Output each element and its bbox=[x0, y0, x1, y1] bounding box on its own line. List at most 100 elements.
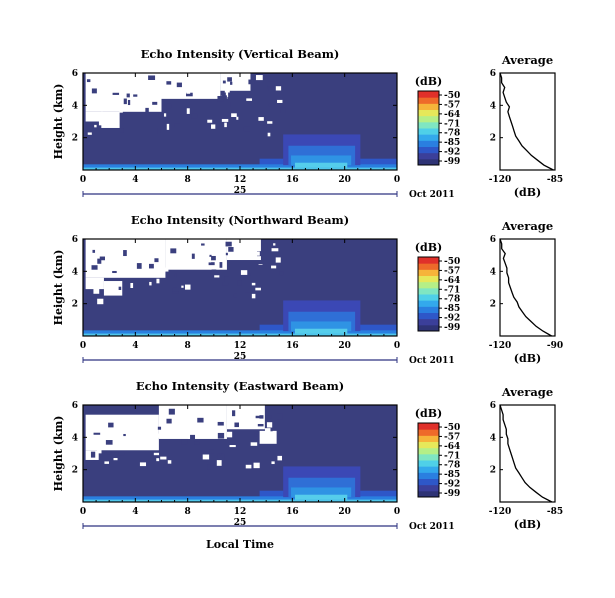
heatmap-speckle bbox=[181, 74, 184, 79]
heatmap-speckle bbox=[174, 123, 180, 128]
heatmap-speckle bbox=[251, 293, 256, 299]
colorbar-swatch bbox=[418, 91, 439, 98]
heatmap-speckle bbox=[166, 103, 172, 109]
heatmap-speckle bbox=[92, 460, 96, 463]
heatmap-speckle bbox=[168, 408, 175, 415]
y-tick-label: 4 bbox=[72, 101, 78, 111]
colorbar-frame bbox=[417, 256, 440, 332]
profile-frame bbox=[499, 238, 556, 337]
heatmap-speckle bbox=[255, 415, 261, 419]
missing-data-region bbox=[85, 277, 104, 290]
x-tick-label: 0 bbox=[80, 175, 86, 185]
colorbar-swatch bbox=[418, 287, 439, 295]
colorbar-swatch bbox=[418, 484, 439, 492]
colorbar-swatch bbox=[418, 128, 439, 135]
x-tick-label: 16 bbox=[286, 175, 299, 185]
heatmap-speckle bbox=[218, 407, 222, 410]
heatmap-speckle bbox=[191, 253, 195, 259]
heatmap-speckle bbox=[160, 456, 167, 460]
colorbar-swatch bbox=[418, 490, 439, 498]
heatmap-speckle bbox=[225, 252, 228, 256]
colorbar-swatch bbox=[418, 466, 439, 473]
heatmap-speckle bbox=[187, 436, 192, 439]
heatmap-speckle bbox=[227, 77, 232, 82]
heatmap-speckle bbox=[231, 113, 237, 118]
colorbar-swatch bbox=[418, 158, 439, 166]
heatmap-speckle bbox=[174, 421, 180, 425]
heatmap-speckle bbox=[163, 464, 168, 468]
heatmap-speckle bbox=[152, 101, 158, 105]
y-tick-label: 2 bbox=[72, 466, 78, 476]
heatmap-speckle bbox=[277, 455, 283, 461]
heatmap-speckle bbox=[97, 298, 104, 305]
heatmap-speckle bbox=[92, 271, 98, 275]
colorbar-swatch bbox=[418, 121, 439, 129]
heatmap-speckle bbox=[245, 464, 252, 469]
heatmap-speckle bbox=[255, 287, 261, 291]
heatmap-speckle bbox=[251, 282, 256, 286]
colorbar-label: (dB) bbox=[415, 75, 442, 88]
heatmap-speckle bbox=[143, 240, 147, 244]
heatmap-speckle bbox=[87, 132, 92, 135]
heatmap-speckle bbox=[115, 442, 121, 446]
colorbar-swatch bbox=[418, 441, 439, 449]
heatmap-speckle bbox=[244, 292, 252, 297]
heatmap-speckle bbox=[254, 433, 257, 437]
heatmap-speckle bbox=[172, 287, 178, 292]
colorbar-swatch bbox=[418, 478, 439, 486]
heatmap-speckle bbox=[151, 453, 154, 456]
chart-panel-1: Echo Intensity (Vertical Beam) 0 4 8 12 16 20 0… bbox=[52, 47, 563, 200]
heatmap-speckle bbox=[170, 248, 177, 254]
heatmap-speckle bbox=[211, 124, 216, 129]
heatmap-speckle bbox=[126, 93, 130, 98]
heatmap-speckle bbox=[112, 92, 120, 95]
heatmap-speckle bbox=[145, 101, 149, 107]
heatmap-speckle bbox=[167, 460, 172, 464]
heatmap-speckle bbox=[187, 263, 194, 268]
heatmap-speckle bbox=[154, 258, 159, 263]
heatmap-speckle bbox=[221, 118, 229, 122]
heatmap-speckle bbox=[234, 422, 239, 428]
colorbar-tick-label: -64 bbox=[444, 276, 460, 286]
heatmap-speckle bbox=[118, 286, 122, 291]
colorbar-swatch bbox=[418, 263, 439, 270]
heatmap-speckle bbox=[104, 461, 110, 464]
profile-x-tick-label: -85 bbox=[547, 175, 563, 185]
heatmap-speckle bbox=[276, 413, 283, 420]
heatmap-speckle bbox=[88, 97, 96, 101]
heatmap-speckle bbox=[186, 92, 193, 97]
chart-panel-3: Echo Intensity (Eastward Beam) 0 4 8 12 16 20 0… bbox=[52, 379, 563, 532]
heatmap-speckle bbox=[257, 251, 264, 257]
profile-line bbox=[499, 404, 553, 503]
heatmap-speckle bbox=[226, 101, 231, 108]
heatmap-speckle bbox=[89, 241, 93, 246]
heatmap-speckle bbox=[97, 420, 102, 426]
heatmap-speckle bbox=[156, 278, 160, 284]
heatmap-speckle bbox=[191, 113, 198, 119]
colorbar-label: (dB) bbox=[415, 241, 442, 254]
heatmap-speckle bbox=[208, 262, 215, 266]
profile-y-tick-label: 4 bbox=[490, 101, 496, 111]
colorbar-tick-label: -92 bbox=[444, 148, 460, 158]
heatmap-speckle bbox=[157, 433, 160, 438]
heatmap-speckle bbox=[277, 99, 283, 103]
heatmap-speckle bbox=[123, 98, 127, 105]
heatmap-speckle bbox=[211, 269, 217, 274]
heatmap-speckle bbox=[224, 122, 227, 128]
heatmap-speckle bbox=[259, 415, 264, 419]
colorbar-frame bbox=[417, 90, 440, 166]
x-tick-label: 0 bbox=[394, 341, 400, 351]
heatmap-speckle bbox=[158, 112, 164, 119]
heatmap-speckle bbox=[96, 449, 102, 454]
colorbar-swatch bbox=[418, 294, 439, 301]
heatmap-speckle bbox=[118, 451, 125, 456]
heatmap-speckle bbox=[266, 422, 273, 428]
heatmap-speckle bbox=[209, 449, 215, 454]
heatmap-speckle bbox=[105, 440, 113, 445]
heatmap-speckle bbox=[267, 121, 273, 124]
heatmap-speckle bbox=[133, 94, 138, 97]
heatmap-speckle bbox=[136, 98, 140, 102]
y-axis-label: Height (km) bbox=[52, 84, 65, 160]
missing-data-region bbox=[226, 239, 261, 261]
heatmap-speckle bbox=[184, 284, 191, 290]
